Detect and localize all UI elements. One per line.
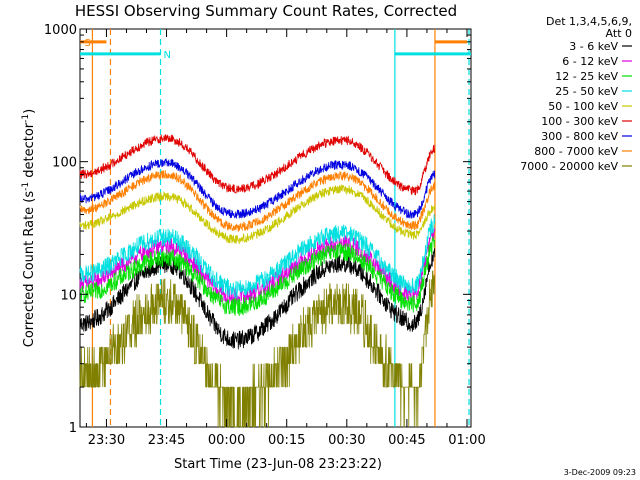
flag-label: S (84, 38, 90, 49)
legend-entry-label: 6 - 12 keV (562, 55, 618, 68)
y-tick-label: 10 (60, 288, 77, 303)
series-line (79, 225, 436, 306)
y-tick-label: 1 (69, 421, 77, 436)
y-tick-label: 100 (52, 156, 77, 171)
y-axis-label-sup2: -1 (21, 114, 31, 123)
legend: Det 1,3,4,5,6,9,Att 03 - 6 keV 6 - 12 keV… (520, 15, 632, 173)
legend-entry-label: 25 - 50 keV (555, 85, 618, 98)
series-line (79, 270, 436, 428)
x-tick-label: 00:00 (208, 433, 245, 448)
flag-label: N (164, 50, 171, 61)
x-axis-ticks: 23:30 23:45 00:00 00:15 00:30 00:45 01:00 (85, 29, 486, 448)
legend-entry-label: 100 - 300 keV (541, 115, 618, 128)
y-axis-ticks: 1 10 100 1000 (44, 23, 471, 436)
plot-frame (79, 28, 472, 428)
x-tick-label: 00:45 (388, 433, 425, 448)
legend-entry-label: 7000 - 20000 keV (520, 160, 618, 173)
legend-entry-label: 12 - 25 keV (555, 70, 618, 83)
legend-entry-label: 3 - 6 keV (569, 40, 618, 53)
legend-entry-label: 50 - 100 keV (548, 100, 618, 113)
y-axis-label-sup1: -1 (21, 182, 31, 191)
series-line (79, 169, 436, 232)
legend-header: Det 1,3,4,5,6,9, (546, 15, 632, 28)
series-line (79, 235, 436, 317)
plot-area: SN 23:30 23:45 00:00 00:15 00:30 00:45 01:00 1… (44, 23, 486, 448)
series-line (79, 183, 436, 245)
x-axis-label: Start Time (23-Jun-08 23:23:22) (174, 457, 382, 472)
series-line (79, 134, 436, 196)
series-lines (79, 134, 436, 428)
y-axis-label-end: ) (22, 109, 37, 114)
series-line (79, 248, 436, 350)
legend-header: Att 0 (606, 27, 632, 40)
x-tick-label: 00:30 (328, 433, 365, 448)
series-line (79, 214, 436, 299)
y-tick-label: 1000 (44, 23, 77, 38)
legend-entry-label: 800 - 7000 keV (534, 145, 618, 158)
flag-bars: SN (80, 38, 471, 61)
y-axis-label: Corrected Count Rate (s-1 detector-1) (21, 109, 37, 347)
chart-title: HESSI Observing Summary Count Rates, Cor… (75, 2, 457, 20)
y-axis-label-mid: detector (22, 122, 37, 182)
series-line (79, 158, 436, 219)
x-tick-label: 23:45 (148, 433, 185, 448)
footer-stamp: 3-Dec-2009 09:23 (564, 468, 636, 477)
x-tick-label: 23:30 (88, 433, 125, 448)
y-axis-label-main: Corrected Count Rate (s (22, 191, 37, 348)
legend-entry-label: 300 - 800 keV (541, 130, 618, 143)
x-tick-label: 01:00 (448, 433, 485, 448)
x-tick-label: 00:15 (268, 433, 305, 448)
